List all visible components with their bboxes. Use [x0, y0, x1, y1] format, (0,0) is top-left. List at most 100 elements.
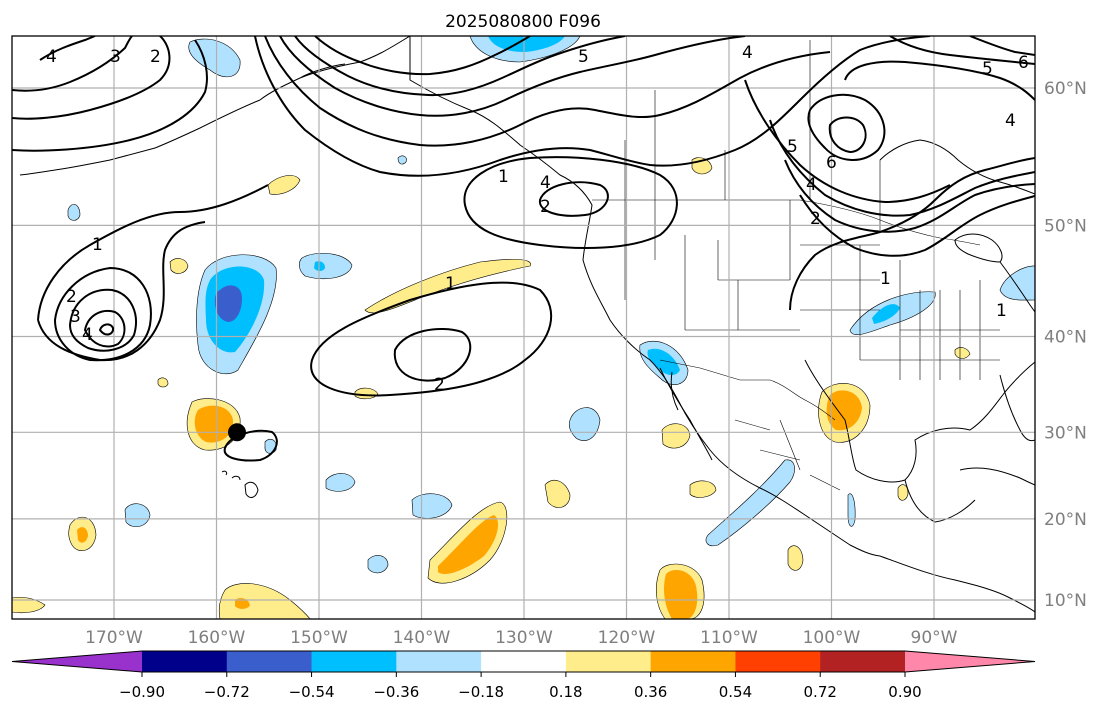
lat-tick-label-5: 10°N — [1044, 591, 1087, 611]
contour-label-1-central: 1 — [445, 274, 456, 294]
coastline-yucatan — [904, 479, 976, 523]
shade-small-4 — [124, 503, 151, 528]
contour-label-4-coast: 4 — [540, 173, 551, 193]
contour-label-5-north: 5 — [578, 47, 589, 67]
shade-baja-negative-core — [647, 348, 680, 376]
contour-label-1-west: 1 — [92, 235, 103, 255]
contour-east-4 — [769, 119, 1035, 217]
colorbar-extend-low — [12, 651, 142, 672]
lon-tick-label-7: 100°W — [803, 628, 861, 648]
coastline-baja — [659, 367, 713, 461]
shade-northpac-negative-1 — [188, 38, 241, 78]
shade-small-1 — [325, 473, 356, 492]
lat-tick-label-4: 20°N — [1044, 510, 1087, 530]
colorbar-swatch-8 — [735, 651, 821, 672]
lon-tick-label-1: 160°W — [188, 628, 246, 648]
shade-small-8 — [661, 423, 691, 449]
shade-small-22 — [847, 493, 856, 527]
colorbar-label-7: 0.54 — [719, 683, 752, 701]
coastline-florida — [999, 374, 1035, 442]
lon-tick-label-5: 120°W — [598, 628, 656, 648]
contour-label-2-nw: 2 — [150, 47, 161, 67]
figure-title: 2025080800 F096 — [445, 12, 601, 32]
lon-tick-label-0: 170°W — [85, 628, 143, 648]
contour-label-4-west: 4 — [82, 325, 93, 345]
contour-ne-3 — [969, 36, 1035, 56]
contour-np-b — [12, 36, 133, 92]
contour-west-2 — [53, 266, 152, 362]
coastline-cuba — [959, 467, 1035, 486]
contour-ne-1 — [844, 60, 1035, 101]
colorbar-swatch-6 — [565, 651, 652, 672]
colorbar-swatch-7 — [650, 651, 736, 672]
shade-texas-positive-core — [826, 390, 862, 431]
colorbar — [11, 650, 1036, 673]
lat-tick-label-2: 40°N — [1044, 328, 1087, 348]
contour-east-6 — [807, 93, 886, 161]
map-area: 1 2 1 2 3 4 4 3 2 1 2 4 5 4 5 4 2 6 1 5 — [12, 36, 1035, 619]
contour-np-a — [12, 36, 171, 120]
contour-east-7 — [828, 116, 867, 154]
contour-west-4 — [83, 310, 126, 348]
location-marker — [228, 423, 246, 442]
contour-label-4-nw: 4 — [46, 47, 57, 67]
lat-tick-label-3: 30°N — [1044, 423, 1087, 443]
colorbar-extend-high — [905, 651, 1035, 672]
latitude-tick-labels: 60°N 50°N 40°N 30°N 20°N 10°N — [1044, 79, 1087, 611]
shade-small-5 — [367, 555, 389, 574]
shade-small-23 — [397, 155, 407, 165]
shade-small-19 — [157, 377, 169, 388]
shade-central-positive-core — [438, 515, 499, 575]
contour-label-4-east: 4 — [806, 175, 817, 195]
border-canada-provinces — [624, 40, 881, 230]
contour-west-5 — [98, 323, 115, 336]
contour-np-c — [39, 36, 96, 61]
shade-small-6-core — [77, 527, 88, 543]
colorbar-swatch-1 — [142, 651, 228, 672]
contour-west-3 — [68, 288, 137, 352]
contour-label-1-east: 1 — [880, 269, 891, 289]
colorbar-labels: −0.90 −0.72 −0.54 −0.36 −0.18 0.18 0.36 0.54 0.7… — [119, 672, 922, 701]
contour-trough-1 — [254, 36, 931, 177]
colorbar-swatch-9 — [820, 651, 906, 672]
shade-small-12 — [12, 596, 46, 614]
shade-small-18 — [897, 484, 909, 501]
colorbar-label-3: −0.36 — [373, 683, 419, 701]
contour-label-2-west: 2 — [66, 287, 77, 307]
coastline-central-america — [879, 555, 1035, 613]
contour-label-6-ne: 6 — [1018, 53, 1029, 73]
shaded-fields — [12, 36, 1035, 619]
shade-small-20 — [67, 203, 81, 221]
shade-hawaii-positive-core — [194, 405, 234, 443]
colorbar-swatch-5 — [481, 651, 567, 672]
longitude-tick-labels: 170°W 160°W 150°W 140°W 130°W 120°W 110°W 100°W… — [85, 628, 958, 648]
contour-labels: 1 2 1 2 3 4 4 3 2 1 2 4 5 4 5 4 2 6 1 5 — [46, 43, 1029, 395]
contour-label-4-ne: 4 — [1005, 111, 1016, 131]
coastline-west-coast — [409, 36, 881, 557]
contour-nw-low-2 — [538, 181, 609, 217]
lon-tick-label-8: 90°W — [911, 628, 958, 648]
shade-small-14 — [169, 258, 189, 274]
colorbar-label-2: −0.54 — [289, 683, 335, 701]
border-states — [624, 200, 1000, 380]
colorbar-label-6: 0.36 — [634, 683, 667, 701]
shade-eastcoast-negative — [999, 265, 1035, 301]
shade-hawaii-negative-core — [214, 285, 242, 322]
coastline-aleutians — [19, 99, 261, 176]
contour-east-3 — [784, 159, 1035, 233]
shade-northpac-negative-3 — [299, 252, 353, 279]
contour-label-2-east: 2 — [810, 209, 821, 229]
shade-small-7 — [544, 479, 571, 508]
contour-label-2-coast: 2 — [540, 197, 551, 217]
contour-label-3-west: 3 — [70, 307, 81, 327]
colorbar-label-8: 0.72 — [804, 683, 837, 701]
contour-trough-5 — [314, 36, 531, 76]
shade-small-11-core — [235, 597, 250, 609]
coastline-gulf — [804, 359, 1035, 483]
contour-np-d — [12, 39, 208, 152]
contour-trough-2 — [264, 36, 831, 147]
colorbar-label-5: 0.18 — [549, 683, 582, 701]
contours — [12, 36, 1035, 462]
